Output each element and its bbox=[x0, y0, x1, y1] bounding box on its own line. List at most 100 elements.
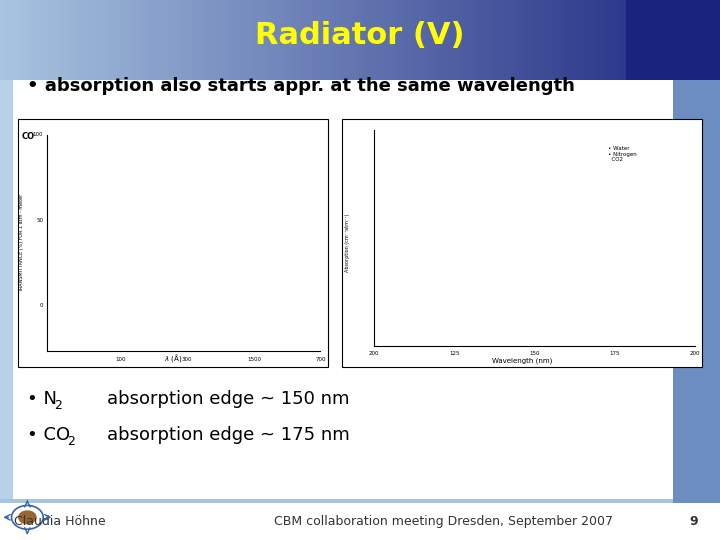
Bar bbox=[598, 0, 600, 80]
Bar bbox=[718, 0, 720, 80]
Bar bbox=[27, 0, 29, 80]
Bar bbox=[12, 0, 14, 80]
Bar bbox=[418, 0, 420, 80]
Bar bbox=[617, 0, 619, 80]
Text: 50: 50 bbox=[36, 218, 43, 223]
Bar bbox=[319, 0, 322, 80]
Bar bbox=[307, 0, 310, 80]
Bar bbox=[235, 0, 238, 80]
Bar bbox=[585, 0, 588, 80]
Bar bbox=[439, 0, 441, 80]
Bar bbox=[113, 0, 115, 80]
Bar bbox=[691, 0, 693, 80]
Bar bbox=[266, 0, 269, 80]
Bar bbox=[342, 119, 702, 367]
Bar bbox=[441, 0, 444, 80]
Bar bbox=[358, 0, 360, 80]
Text: Radiator (V): Radiator (V) bbox=[256, 22, 464, 50]
Bar bbox=[269, 0, 271, 80]
Bar bbox=[274, 0, 276, 80]
Bar bbox=[279, 0, 281, 80]
Bar bbox=[614, 0, 617, 80]
Bar bbox=[271, 0, 274, 80]
Bar bbox=[209, 0, 211, 80]
Bar bbox=[564, 0, 567, 80]
Bar bbox=[310, 0, 312, 80]
Bar bbox=[0, 80, 13, 503]
Bar bbox=[343, 0, 346, 80]
Bar bbox=[122, 0, 125, 80]
Bar bbox=[60, 0, 63, 80]
Text: Wavelength (nm): Wavelength (nm) bbox=[492, 358, 552, 365]
Bar bbox=[713, 0, 715, 80]
Text: 175: 175 bbox=[609, 351, 620, 356]
Bar bbox=[101, 0, 103, 80]
Bar bbox=[142, 0, 144, 80]
Bar bbox=[202, 0, 204, 80]
Bar bbox=[0, 503, 720, 540]
Bar bbox=[351, 0, 353, 80]
Bar bbox=[672, 0, 675, 80]
Bar bbox=[31, 0, 34, 80]
Bar bbox=[521, 0, 523, 80]
Bar bbox=[574, 0, 576, 80]
Bar bbox=[415, 0, 418, 80]
Bar bbox=[513, 0, 516, 80]
Bar bbox=[473, 0, 475, 80]
Bar bbox=[108, 0, 110, 80]
Bar bbox=[545, 0, 547, 80]
Bar bbox=[696, 0, 698, 80]
Bar bbox=[610, 0, 612, 80]
Bar bbox=[91, 0, 94, 80]
Text: 200: 200 bbox=[690, 351, 700, 356]
Bar bbox=[506, 0, 509, 80]
Bar bbox=[446, 0, 449, 80]
Bar bbox=[288, 0, 290, 80]
Bar bbox=[338, 0, 341, 80]
Bar bbox=[293, 0, 295, 80]
Bar bbox=[485, 0, 487, 80]
Bar bbox=[281, 0, 283, 80]
Bar bbox=[5, 0, 7, 80]
Bar bbox=[636, 0, 639, 80]
Bar bbox=[168, 0, 171, 80]
Bar bbox=[171, 0, 173, 80]
Bar bbox=[7, 0, 9, 80]
Bar bbox=[711, 0, 713, 80]
Bar bbox=[626, 0, 629, 80]
Text: 9: 9 bbox=[690, 515, 698, 528]
Text: 2: 2 bbox=[54, 399, 62, 412]
Bar bbox=[326, 0, 329, 80]
Bar bbox=[295, 0, 297, 80]
Bar bbox=[643, 0, 646, 80]
Bar bbox=[660, 0, 662, 80]
Text: 300: 300 bbox=[182, 356, 192, 362]
Bar bbox=[247, 0, 250, 80]
Bar bbox=[425, 0, 427, 80]
Bar bbox=[173, 0, 175, 80]
Text: • N: • N bbox=[27, 389, 58, 408]
Bar bbox=[348, 0, 351, 80]
Bar bbox=[72, 0, 74, 80]
Bar bbox=[22, 0, 24, 80]
Bar bbox=[182, 0, 185, 80]
Bar bbox=[653, 0, 655, 80]
Bar bbox=[547, 0, 549, 80]
Bar bbox=[607, 0, 610, 80]
Bar bbox=[353, 0, 355, 80]
Bar bbox=[187, 0, 189, 80]
Bar bbox=[600, 0, 603, 80]
Bar bbox=[535, 0, 538, 80]
Bar bbox=[84, 0, 86, 80]
Bar bbox=[127, 0, 130, 80]
Bar bbox=[408, 0, 410, 80]
Bar bbox=[374, 0, 377, 80]
Bar bbox=[384, 0, 387, 80]
Bar bbox=[2, 0, 5, 80]
Bar bbox=[329, 0, 331, 80]
Bar bbox=[605, 0, 607, 80]
Bar bbox=[94, 0, 96, 80]
Bar bbox=[612, 0, 614, 80]
Text: 125: 125 bbox=[449, 351, 460, 356]
Bar bbox=[103, 0, 106, 80]
